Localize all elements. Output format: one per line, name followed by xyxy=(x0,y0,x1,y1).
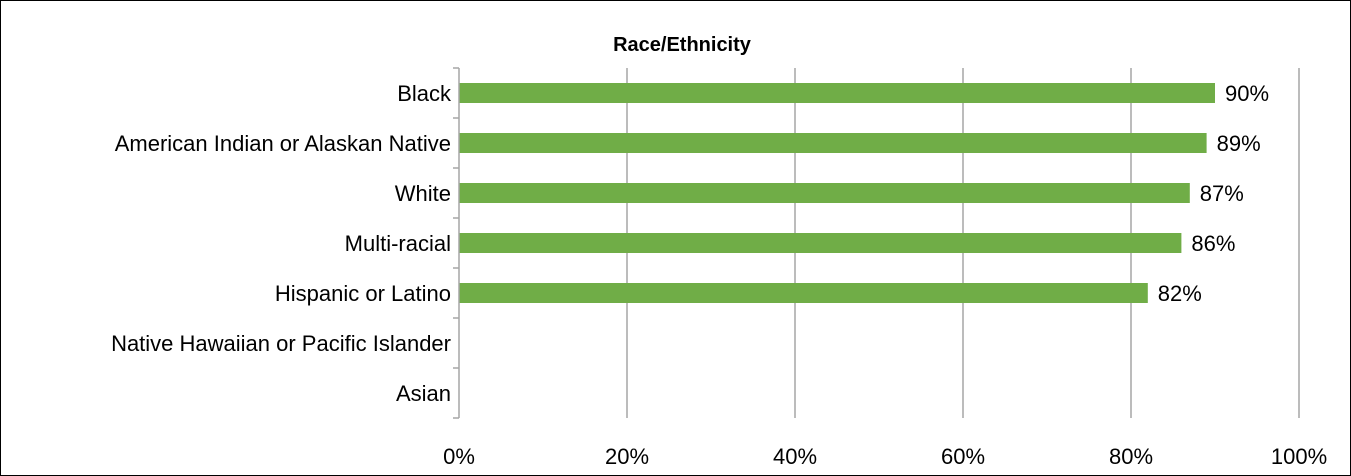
category-label: Multi-racial xyxy=(345,231,451,256)
x-tick-label-20: 20% xyxy=(605,444,649,469)
x-tick-label-80: 80% xyxy=(1109,444,1153,469)
category-label: Black xyxy=(397,81,452,106)
category-labels: Black American Indian or Alaskan Native Wh… xyxy=(111,81,452,406)
bar xyxy=(459,183,1190,203)
bar xyxy=(459,283,1148,303)
x-tick-label-0: 0% xyxy=(443,444,475,469)
data-label: 87% xyxy=(1200,181,1244,206)
x-tick-labels: 0% 20% 40% 60% 80% 100% xyxy=(443,444,1327,469)
data-label: 89% xyxy=(1217,131,1261,156)
bars xyxy=(459,83,1215,303)
bar xyxy=(459,133,1207,153)
category-label: White xyxy=(395,181,451,206)
data-label: 86% xyxy=(1191,231,1235,256)
bar xyxy=(459,83,1215,103)
data-labels: 90% 89% 87% 86% 82% xyxy=(1158,81,1269,306)
category-label: American Indian or Alaskan Native xyxy=(115,131,451,156)
y-axis xyxy=(453,67,460,419)
data-label: 82% xyxy=(1158,281,1202,306)
category-label: Asian xyxy=(396,381,451,406)
x-tick-label-60: 60% xyxy=(941,444,985,469)
category-label: Native Hawaiian or Pacific Islander xyxy=(111,331,451,356)
bar xyxy=(459,233,1182,253)
category-label: Hispanic or Latino xyxy=(275,281,451,306)
x-tick-label-40: 40% xyxy=(773,444,817,469)
x-tick-label-100: 100% xyxy=(1271,444,1327,469)
data-label: 90% xyxy=(1225,81,1269,106)
chart-title: Race/Ethnicity xyxy=(613,34,752,56)
